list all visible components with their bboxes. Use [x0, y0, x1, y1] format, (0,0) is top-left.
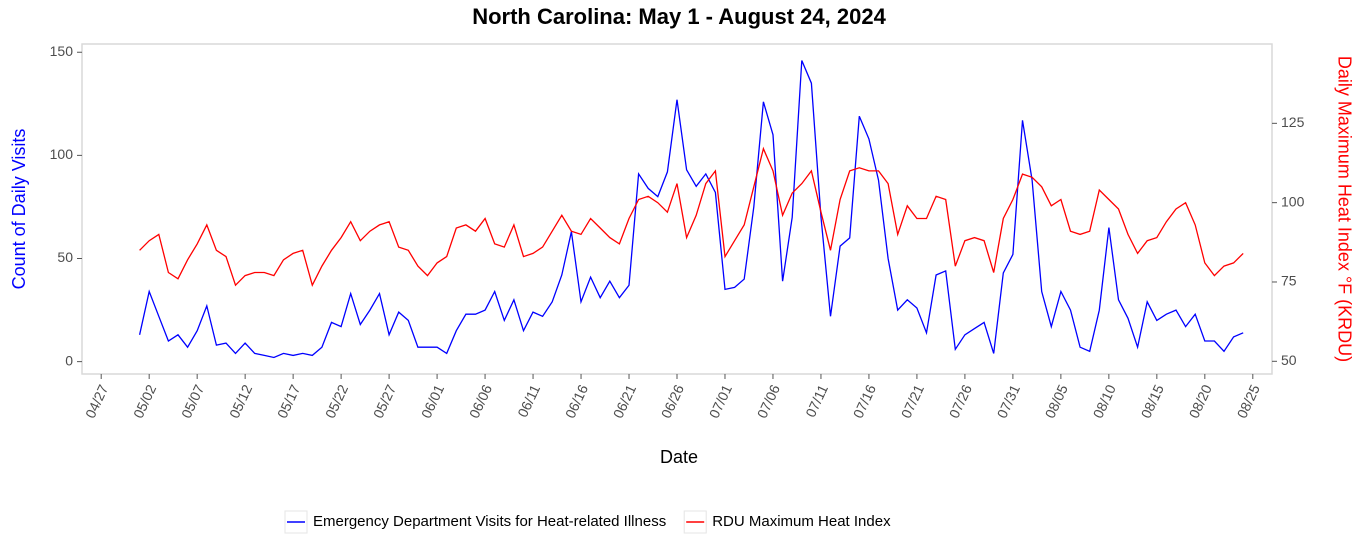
x-axis-title: Date: [660, 447, 698, 467]
x-tick-label: 05/22: [322, 382, 351, 421]
y2-tick-label: 50: [1281, 352, 1297, 368]
x-tick-label: 07/31: [994, 382, 1023, 421]
x-tick-label: 08/05: [1042, 382, 1071, 421]
x-tick-label: 05/02: [130, 382, 159, 421]
y-tick-label: 50: [57, 249, 73, 265]
x-tick-label: 05/07: [178, 382, 207, 421]
y-axis-title: Count of Daily Visits: [9, 129, 29, 290]
x-tick-label: 07/01: [706, 382, 735, 421]
legend-label: RDU Maximum Heat Index: [712, 513, 891, 530]
x-tick-label: 06/21: [610, 382, 639, 421]
x-tick-label: 06/06: [466, 382, 495, 421]
x-tick-label: 05/27: [370, 382, 399, 421]
y2-axis-title: Daily Maximum Heat Index °F (KRDU): [1334, 56, 1354, 362]
y-tick-label: 100: [50, 146, 74, 162]
y2-tick-label: 75: [1281, 273, 1297, 289]
x-tick-label: 08/20: [1186, 382, 1215, 421]
series-line: [138, 60, 1244, 359]
y-tick-label: 0: [65, 352, 73, 368]
y2-tick-label: 100: [1281, 193, 1305, 209]
legend-label: Emergency Department Visits for Heat-rel…: [313, 513, 666, 530]
x-tick-label: 06/01: [418, 382, 447, 421]
x-tick-label: 07/21: [898, 382, 927, 421]
y2-tick-label: 125: [1281, 114, 1305, 130]
x-tick-label: 06/26: [658, 382, 687, 421]
x-tick-label: 07/06: [754, 382, 783, 421]
x-tick-label: 05/17: [274, 382, 303, 421]
x-tick-label: 07/11: [802, 382, 831, 420]
panel-border: [81, 43, 1273, 375]
series-line: [139, 146, 1244, 288]
x-tick-label: 08/15: [1138, 382, 1167, 421]
x-tick-label: 08/10: [1090, 382, 1119, 421]
x-tick-label: 07/26: [946, 382, 975, 421]
chart-title: North Carolina: May 1 - August 24, 2024: [472, 4, 886, 29]
x-tick-label: 06/16: [562, 382, 591, 421]
x-tick-label: 07/16: [850, 382, 879, 421]
x-tick-label: 05/12: [226, 382, 255, 421]
x-tick-label: 06/11: [514, 382, 543, 420]
y-tick-label: 150: [50, 43, 74, 59]
x-tick-label: 04/27: [82, 382, 111, 421]
x-tick-label: 08/25: [1234, 382, 1263, 421]
